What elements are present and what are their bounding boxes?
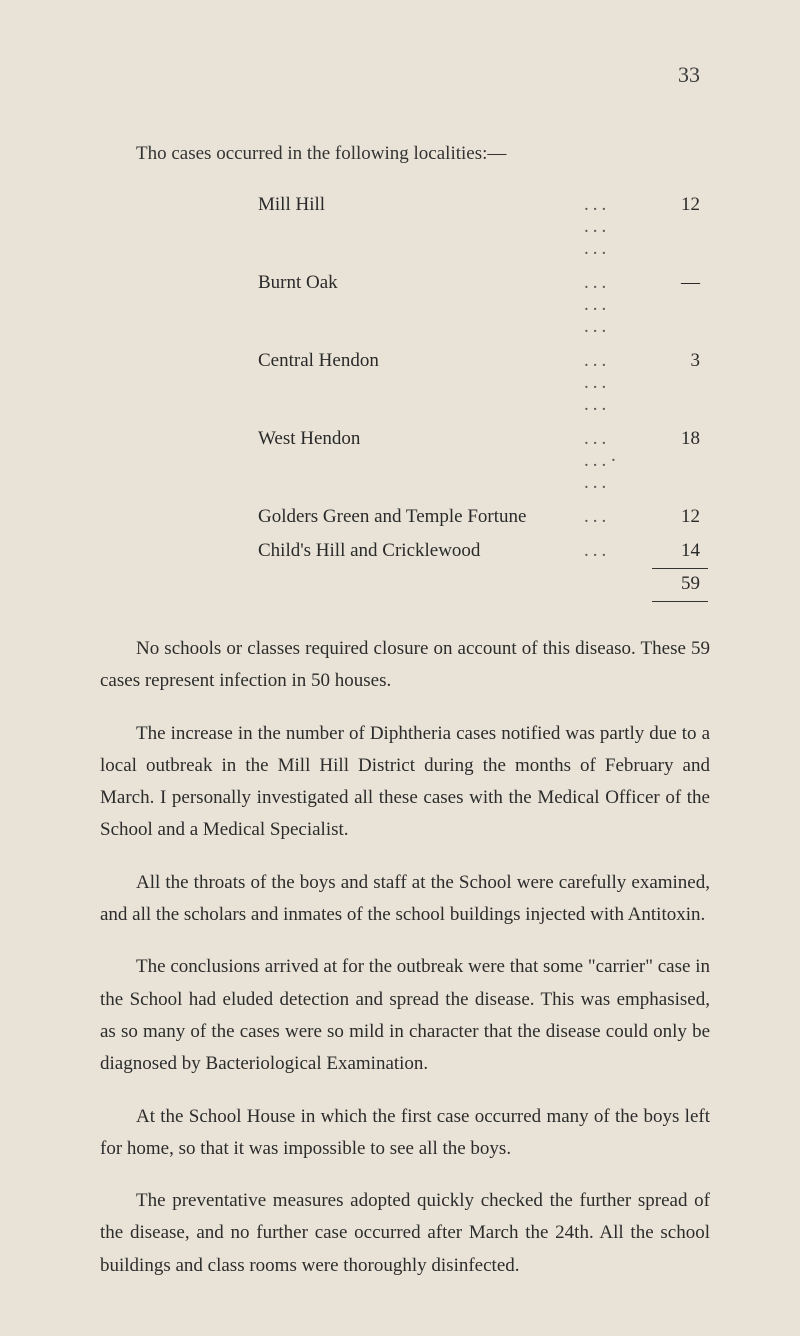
locality-dots: ... ...· ... <box>576 422 652 500</box>
locality-name: West Hendon <box>250 422 576 500</box>
locality-value: 18 <box>652 422 708 500</box>
page-number: 33 <box>678 62 700 88</box>
locality-name: Central Hendon <box>250 344 576 422</box>
paragraph: The conclusions arrived at for the outbr… <box>100 951 710 1080</box>
table-row: Central Hendon ... ... ... 3 <box>250 344 708 422</box>
paragraph: All the throats of the boys and staff at… <box>100 867 710 932</box>
total-underline <box>250 601 708 613</box>
locality-value: 12 <box>652 188 708 266</box>
paragraph: At the School House in which the first c… <box>100 1101 710 1166</box>
locality-dots: ... ... ... <box>576 344 652 422</box>
locality-value: — <box>652 266 708 344</box>
locality-dots: ... ... ... <box>576 266 652 344</box>
table-row: Golders Green and Temple Fortune ... 12 <box>250 500 708 534</box>
total-row: 59 <box>250 568 708 601</box>
locality-name: Burnt Oak <box>250 266 576 344</box>
paragraph: The increase in the number of Diphtheria… <box>100 718 710 847</box>
paragraph: No schools or classes required closure o… <box>100 633 710 698</box>
locality-dots: ... ... ... <box>576 188 652 266</box>
localities-table: Mill Hill ... ... ... 12 Burnt Oak ... .… <box>250 188 708 614</box>
table-row: Child's Hill and Cricklewood ... 14 <box>250 534 708 569</box>
table-row: Mill Hill ... ... ... 12 <box>250 188 708 266</box>
table-row: West Hendon ... ...· ... 18 <box>250 422 708 500</box>
locality-value: 3 <box>652 344 708 422</box>
localities-body: Mill Hill ... ... ... 12 Burnt Oak ... .… <box>250 188 708 614</box>
locality-dots: ... <box>576 500 652 534</box>
paragraph: The preventative measures adopted quickl… <box>100 1185 710 1282</box>
total-value: 59 <box>652 568 708 601</box>
intro-line: Tho cases occurred in the following loca… <box>100 140 710 169</box>
locality-name: Mill Hill <box>250 188 576 266</box>
locality-name: Child's Hill and Cricklewood <box>250 534 576 569</box>
page: 33 Tho cases occurred in the following l… <box>0 0 800 1336</box>
table-row: Burnt Oak ... ... ... — <box>250 266 708 344</box>
locality-value: 12 <box>652 500 708 534</box>
locality-value: 14 <box>652 534 708 569</box>
locality-dots: ... <box>576 534 652 569</box>
locality-name: Golders Green and Temple Fortune <box>250 500 576 534</box>
